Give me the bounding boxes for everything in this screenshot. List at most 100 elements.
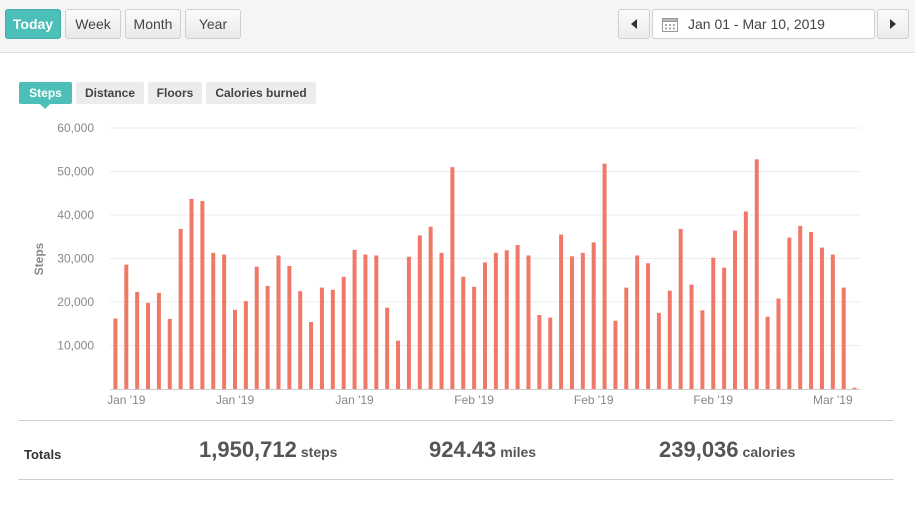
- bar[interactable]: [515, 245, 520, 389]
- bar[interactable]: [493, 252, 498, 389]
- x-tick-label: Jan '19: [107, 393, 146, 407]
- bar[interactable]: [374, 255, 379, 389]
- bar[interactable]: [178, 228, 183, 389]
- bar[interactable]: [548, 317, 553, 389]
- toolbar: Today Week Month Year Jan 01 - Mar 10, 2…: [0, 0, 915, 53]
- total-calories-value: 239,036: [659, 437, 739, 462]
- bar[interactable]: [667, 290, 672, 389]
- bar[interactable]: [428, 226, 433, 389]
- tab-distance[interactable]: Distance: [76, 82, 144, 104]
- total-steps-unit: steps: [300, 444, 338, 460]
- bar[interactable]: [439, 252, 444, 389]
- bar[interactable]: [809, 231, 814, 389]
- bar[interactable]: [113, 318, 118, 389]
- bar[interactable]: [243, 301, 248, 389]
- total-steps-value: 1,950,712: [199, 437, 297, 462]
- bar[interactable]: [352, 249, 357, 389]
- bar[interactable]: [743, 211, 748, 389]
- x-tick-label: Jan '19: [335, 393, 374, 407]
- bar[interactable]: [689, 284, 694, 389]
- date-range-field[interactable]: Jan 01 - Mar 10, 2019: [652, 9, 875, 39]
- bar[interactable]: [341, 276, 346, 389]
- y-tick-label: 10,000: [57, 339, 94, 353]
- total-steps: 1,950,712 steps: [199, 437, 337, 463]
- bar[interactable]: [124, 264, 129, 389]
- bar[interactable]: [406, 256, 411, 389]
- bar[interactable]: [450, 167, 455, 389]
- bar[interactable]: [733, 230, 737, 389]
- bar[interactable]: [787, 237, 792, 389]
- y-tick-label: 60,000: [57, 121, 94, 135]
- x-tick-label: Feb '19: [454, 393, 494, 407]
- bar[interactable]: [167, 318, 172, 389]
- month-button[interactable]: Month: [125, 9, 181, 39]
- bar[interactable]: [298, 291, 303, 389]
- caret-left-icon: [631, 19, 637, 29]
- bar[interactable]: [841, 287, 846, 389]
- bar[interactable]: [537, 315, 542, 389]
- bar[interactable]: [635, 255, 640, 389]
- bar[interactable]: [776, 298, 781, 389]
- bar[interactable]: [852, 387, 857, 389]
- active-tab-indicator: [40, 104, 50, 109]
- totals-row: Totals 1,950,712 steps 924.43 miles 239,03…: [18, 420, 894, 480]
- bar[interactable]: [656, 312, 661, 389]
- week-button[interactable]: Week: [65, 9, 121, 39]
- total-miles-value: 924.43: [429, 437, 497, 462]
- bar[interactable]: [569, 256, 574, 389]
- bar[interactable]: [646, 263, 651, 389]
- bar[interactable]: [319, 287, 324, 389]
- bar[interactable]: [711, 257, 716, 389]
- bar[interactable]: [211, 252, 216, 389]
- bar[interactable]: [613, 320, 618, 389]
- next-range-button[interactable]: [877, 9, 909, 39]
- bar[interactable]: [461, 276, 466, 389]
- bar[interactable]: [483, 262, 487, 389]
- bar[interactable]: [559, 234, 564, 389]
- bar[interactable]: [700, 310, 705, 389]
- total-miles: 924.43 miles: [429, 437, 536, 463]
- bar[interactable]: [504, 250, 509, 389]
- bar[interactable]: [526, 255, 531, 389]
- bar[interactable]: [309, 322, 314, 389]
- y-tick-label: 30,000: [57, 252, 94, 266]
- today-button[interactable]: Today: [5, 9, 61, 39]
- bar[interactable]: [135, 291, 140, 389]
- bar[interactable]: [798, 225, 803, 389]
- bar[interactable]: [363, 254, 368, 389]
- x-tick-label: Mar '19: [813, 393, 853, 407]
- bar[interactable]: [624, 287, 629, 389]
- date-range-text: Jan 01 - Mar 10, 2019: [688, 16, 825, 32]
- bar[interactable]: [385, 307, 390, 389]
- bar[interactable]: [472, 286, 477, 389]
- bar[interactable]: [287, 265, 292, 389]
- total-calories: 239,036 calories: [659, 437, 795, 463]
- bar[interactable]: [678, 228, 683, 389]
- bar[interactable]: [265, 285, 270, 389]
- bar[interactable]: [830, 254, 835, 389]
- bar[interactable]: [189, 198, 194, 389]
- bar[interactable]: [580, 252, 585, 389]
- bar[interactable]: [819, 247, 824, 389]
- previous-range-button[interactable]: [618, 9, 650, 39]
- tab-steps[interactable]: Steps: [19, 82, 72, 104]
- bar[interactable]: [254, 266, 259, 389]
- bar[interactable]: [396, 340, 401, 389]
- bar[interactable]: [156, 292, 161, 389]
- bar[interactable]: [233, 309, 237, 389]
- bar[interactable]: [722, 267, 727, 389]
- bar[interactable]: [602, 163, 607, 389]
- bar[interactable]: [222, 254, 227, 389]
- bar[interactable]: [200, 201, 205, 389]
- year-button[interactable]: Year: [185, 9, 241, 39]
- y-tick-label: 40,000: [57, 208, 94, 222]
- bar[interactable]: [765, 316, 770, 389]
- tab-calories-burned[interactable]: Calories burned: [206, 82, 316, 104]
- bar[interactable]: [276, 255, 281, 389]
- tab-floors[interactable]: Floors: [148, 82, 202, 104]
- bar[interactable]: [417, 235, 422, 389]
- bar[interactable]: [591, 242, 596, 389]
- bar[interactable]: [146, 302, 151, 389]
- bar[interactable]: [754, 159, 759, 389]
- bar[interactable]: [330, 289, 335, 389]
